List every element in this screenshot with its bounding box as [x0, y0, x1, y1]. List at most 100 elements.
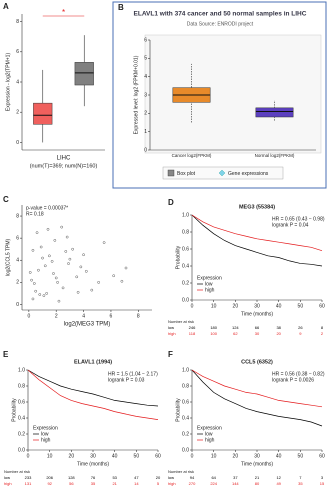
legend-label: high: [41, 437, 51, 443]
legend-title: Expression: [197, 275, 222, 281]
chart-subtitle: Data Source: ENRODI project: [187, 21, 254, 27]
risk-count: 20: [156, 475, 161, 480]
point: [120, 279, 124, 283]
risk-count: 38: [276, 325, 281, 330]
y-tick-label: 0.8: [18, 383, 25, 389]
y-tick-label: 4: [16, 258, 19, 264]
legend-title: Expression: [33, 425, 58, 431]
y-tick-label: 4: [144, 74, 147, 80]
point: [37, 268, 40, 272]
legend-label: low: [205, 281, 213, 287]
point: [124, 266, 128, 270]
y-tick-label: 0.6: [18, 399, 25, 405]
box: [33, 102, 53, 125]
logrank-p: logrank P = 0.03: [108, 377, 145, 383]
logrank-p: logrank P = 0.04: [272, 222, 309, 228]
point: [82, 253, 85, 257]
risk-count: 35: [298, 481, 303, 486]
x-tick-label: 0: [27, 453, 30, 459]
panel-letter: D: [168, 198, 174, 207]
point: [35, 231, 39, 234]
x-tick-label: 20: [69, 453, 75, 459]
risk-count: 118: [189, 331, 196, 336]
y-tick-label: 2: [16, 110, 19, 116]
y-tick-label: 6: [144, 37, 147, 43]
risk-count: 80: [255, 481, 260, 486]
y-tick-label: 2: [144, 111, 147, 117]
point: [52, 272, 55, 275]
y-tick-label: 0.2: [18, 431, 25, 437]
chart-title: ELAVL1 with 374 cancer and 50 normal sam…: [134, 11, 307, 18]
y-tick-label: 1.0: [18, 367, 25, 373]
y-tick-label: 6: [16, 49, 19, 55]
risk-count: 9: [299, 331, 302, 336]
y-tick-label: 0: [16, 302, 19, 308]
risk-title: Number at risk: [168, 469, 194, 474]
risk-count: 124: [232, 325, 239, 330]
risk-count: 37: [233, 475, 238, 480]
point: [42, 294, 46, 297]
y-axis-label: Expressed level: log2 (FPKM+0.01): [133, 55, 139, 134]
legend-title: Expression: [197, 425, 222, 431]
point: [46, 228, 50, 231]
risk-count: 26: [298, 325, 303, 330]
y-tick-label: 0.6: [182, 399, 189, 405]
survival-curve: [27, 369, 159, 407]
point: [61, 286, 65, 290]
x-tick-label: 60: [155, 453, 161, 459]
y-tick-label: 8: [16, 19, 19, 25]
x-axis-label: log2(MEG3 TPM): [64, 322, 111, 328]
point: [43, 264, 47, 268]
risk-count: 144: [232, 481, 239, 486]
x-tick-label: 30: [90, 453, 96, 459]
point: [33, 282, 36, 285]
hazard-ratio: HR = 0.56 (0.38 − 0.82): [272, 371, 325, 377]
legend-label: high: [205, 287, 215, 293]
risk-count: 180: [210, 325, 217, 330]
risk-count: 206: [46, 475, 53, 480]
risk-count: 49: [276, 481, 281, 486]
risk-row-name: low: [168, 325, 174, 330]
significance-mark: *: [62, 8, 65, 17]
y-tick-label: 6: [16, 235, 19, 241]
point: [31, 297, 35, 301]
risk-count: 62: [233, 331, 238, 336]
risk-count: 8: [321, 325, 324, 330]
legend-label: Box plot: [177, 171, 196, 177]
y-tick-label: 0.4: [182, 415, 189, 421]
point: [79, 265, 83, 269]
y-axis-label: Probability: [11, 398, 17, 422]
point: [50, 260, 54, 263]
risk-count: 35: [91, 481, 96, 486]
risk-count: 92: [47, 481, 52, 486]
y-tick-label: 0.0: [182, 447, 189, 453]
risk-count: 3: [321, 475, 324, 480]
point: [39, 245, 43, 249]
survival-curve: [191, 369, 323, 408]
x-tick-label: 20: [233, 453, 239, 459]
y-tick-label: 1: [144, 129, 147, 135]
y-tick-label: 0.4: [18, 415, 25, 421]
risk-row-name: low: [4, 475, 10, 480]
y-tick-label: 0: [144, 147, 147, 153]
legend-label: Gene expressions: [228, 171, 269, 177]
risk-count: 131: [25, 481, 32, 486]
hazard-ratio: HR = 1.5 (1.04 − 2.17): [108, 371, 158, 377]
x-tick-label: 0: [191, 303, 194, 309]
legend-label: low: [205, 431, 213, 437]
risk-count: 47: [134, 475, 139, 480]
y-tick-label: 5: [144, 56, 147, 62]
x-tick-label: 30: [254, 453, 260, 459]
x-tick-label: 10: [211, 453, 217, 459]
survival-curve: [27, 369, 159, 420]
x-tick-label: 10: [211, 303, 217, 309]
y-tick-label: 0.4: [182, 263, 189, 269]
y-tick-label: 1.0: [182, 367, 189, 373]
x-tick-label: 20: [233, 303, 239, 309]
box: [74, 62, 94, 86]
point: [112, 274, 115, 278]
risk-row-name: high: [4, 481, 12, 486]
point: [53, 239, 57, 242]
x-axis-label: Time (months): [241, 461, 273, 467]
risk-count: 12: [276, 475, 281, 480]
